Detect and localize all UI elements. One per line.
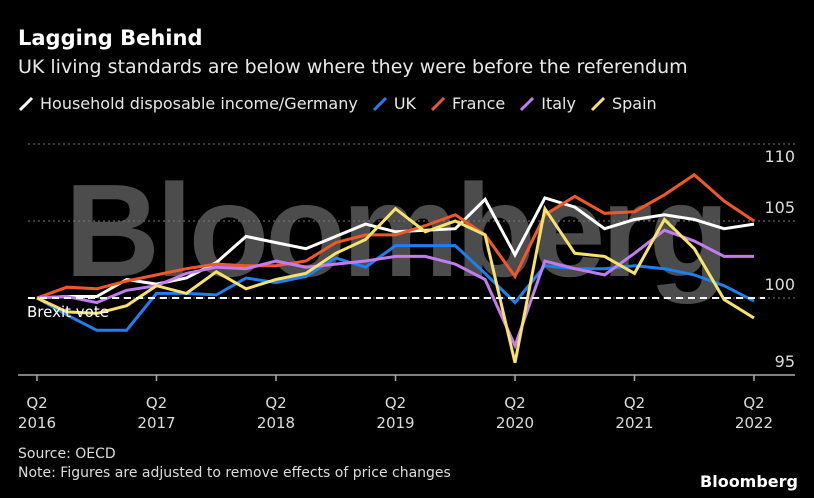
footnote: Note: Figures are adjusted to remove eff… (18, 465, 451, 481)
x-tick-label-quarter: Q2 (26, 394, 47, 412)
x-tick-label-year: 2022 (735, 414, 773, 432)
x-tick-label-quarter: Q2 (624, 394, 645, 412)
x-tick-label-quarter: Q2 (146, 394, 167, 412)
x-tick-label-quarter: Q2 (385, 394, 406, 412)
legend-item: Italy (519, 94, 576, 113)
y-tick-label: 110 (764, 147, 795, 166)
legend: Household disposable income/Germany UK Fra… (18, 94, 657, 113)
legend-line-icon (520, 96, 535, 111)
legend-label: Spain (611, 94, 657, 113)
x-tick-label-year: 2018 (257, 414, 295, 432)
legend-label: France (452, 94, 506, 113)
x-tick-label-quarter: Q2 (265, 394, 286, 412)
legend-label: Household disposable income/Germany (40, 94, 358, 113)
chart-subtitle: UK living standards are below where they… (18, 56, 688, 78)
source-note: Source: OECD (18, 446, 116, 462)
legend-line-icon (372, 96, 387, 111)
legend-label: Italy (541, 94, 576, 113)
bloomberg-logo: Bloomberg (700, 472, 798, 491)
legend-item: Spain (590, 94, 657, 113)
x-tick-label-year: 2019 (376, 414, 414, 432)
chart-title: Lagging Behind (18, 26, 203, 50)
y-tick-label: 105 (764, 198, 795, 217)
brexit-vote-label: Brexit vote (27, 303, 109, 321)
y-tick-label: 100 (764, 275, 795, 294)
legend-label: UK (393, 94, 417, 113)
y-tick-label: 95 (775, 352, 795, 371)
legend-line-icon (590, 96, 606, 111)
series-line-uk (36, 244, 755, 332)
x-tick-label-year: 2021 (615, 414, 653, 432)
legend-item: Household disposable income/Germany (18, 94, 358, 113)
series-line-spain (36, 204, 755, 364)
x-tick-label-year: 2020 (496, 414, 534, 432)
x-tick-label-quarter: Q2 (504, 394, 525, 412)
legend-item: UK (372, 94, 416, 113)
legend-item: France (430, 94, 505, 113)
x-tick-label-year: 2017 (137, 414, 175, 432)
x-tick-label-quarter: Q2 (743, 394, 764, 412)
series-line-france (36, 172, 755, 300)
legend-line-icon (430, 96, 446, 111)
legend-line-icon (18, 96, 34, 111)
x-tick-label-year: 2016 (18, 414, 56, 432)
